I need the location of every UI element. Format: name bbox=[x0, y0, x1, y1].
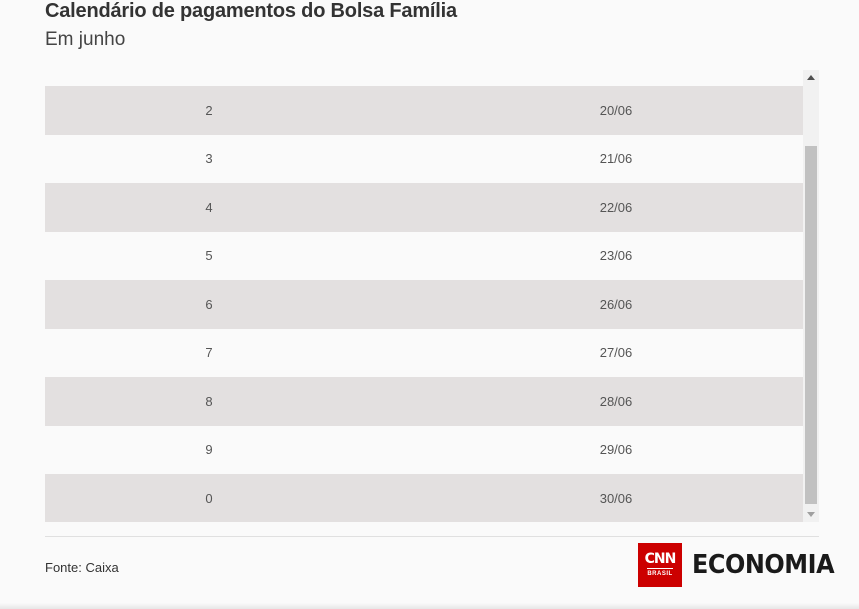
table-row: 9 29/06 bbox=[45, 425, 803, 474]
nis-final-digit-cell: 2 bbox=[205, 102, 213, 118]
nis-final-digit-cell: 0 bbox=[205, 490, 213, 506]
table-row: 0 30/06 bbox=[45, 474, 803, 522]
table-body: 2 20/06 3 21/06 4 22/06 5 23/06 6 26/06 7 27/06 8 28/… bbox=[45, 86, 803, 522]
page-subtitle: Em junho bbox=[45, 29, 126, 50]
payment-date-cell: 28/06 bbox=[599, 393, 633, 409]
payment-date-cell: 26/06 bbox=[599, 296, 633, 312]
payment-date-cell: 20/06 bbox=[599, 102, 633, 118]
payment-date-cell: 21/06 bbox=[599, 151, 633, 167]
cnn-logo-text: CNN bbox=[644, 551, 677, 567]
cnn-economia-logo: CNN BRASIL ECONOMIA bbox=[638, 543, 846, 587]
economia-logo-text: ECONOMIA bbox=[692, 550, 835, 580]
economia-wordmark: ECONOMIA bbox=[692, 550, 835, 580]
nis-final-digit-cell: 8 bbox=[205, 393, 213, 409]
payment-date-cell: 23/06 bbox=[599, 248, 633, 264]
page-title: Calendário de pagamentos do Bolsa Famíli… bbox=[45, 0, 457, 22]
cnn-logo-subtext: BRASIL bbox=[647, 568, 673, 578]
bottom-edge-shadow bbox=[0, 603, 859, 609]
cnn-brasil-logo: CNN BRASIL bbox=[638, 543, 682, 587]
nis-final-digit-cell: 6 bbox=[205, 296, 213, 312]
table-row: 3 21/06 bbox=[45, 134, 803, 183]
payment-date-cell: 29/06 bbox=[599, 442, 633, 458]
vertical-scrollbar[interactable] bbox=[803, 70, 819, 522]
table-row: 4 22/06 bbox=[45, 183, 803, 232]
nis-final-digit-cell: 9 bbox=[205, 442, 213, 458]
payment-date-cell: 22/06 bbox=[599, 199, 633, 215]
table-row: 2 20/06 bbox=[45, 86, 803, 135]
nis-final-digit-cell: 3 bbox=[205, 151, 213, 167]
nis-final-digit-cell: 5 bbox=[205, 248, 213, 264]
footer-divider bbox=[45, 536, 819, 537]
source-note: Fonte: Caixa bbox=[45, 560, 119, 575]
table-row: 5 23/06 bbox=[45, 231, 803, 280]
payment-table: 2 20/06 3 21/06 4 22/06 5 23/06 6 26/06 7 27/06 8 28/… bbox=[45, 70, 819, 522]
scroll-down-arrow-icon[interactable] bbox=[803, 506, 819, 522]
payment-date-cell: 30/06 bbox=[599, 490, 633, 506]
nis-final-digit-cell: 4 bbox=[205, 199, 213, 215]
scroll-up-arrow-icon[interactable] bbox=[803, 70, 819, 86]
nis-final-digit-cell: 7 bbox=[205, 345, 213, 361]
table-row: 8 28/06 bbox=[45, 377, 803, 426]
table-row: 6 26/06 bbox=[45, 280, 803, 329]
payment-date-cell: 27/06 bbox=[599, 345, 633, 361]
scrollbar-thumb[interactable] bbox=[805, 146, 817, 504]
table-row: 7 27/06 bbox=[45, 328, 803, 377]
